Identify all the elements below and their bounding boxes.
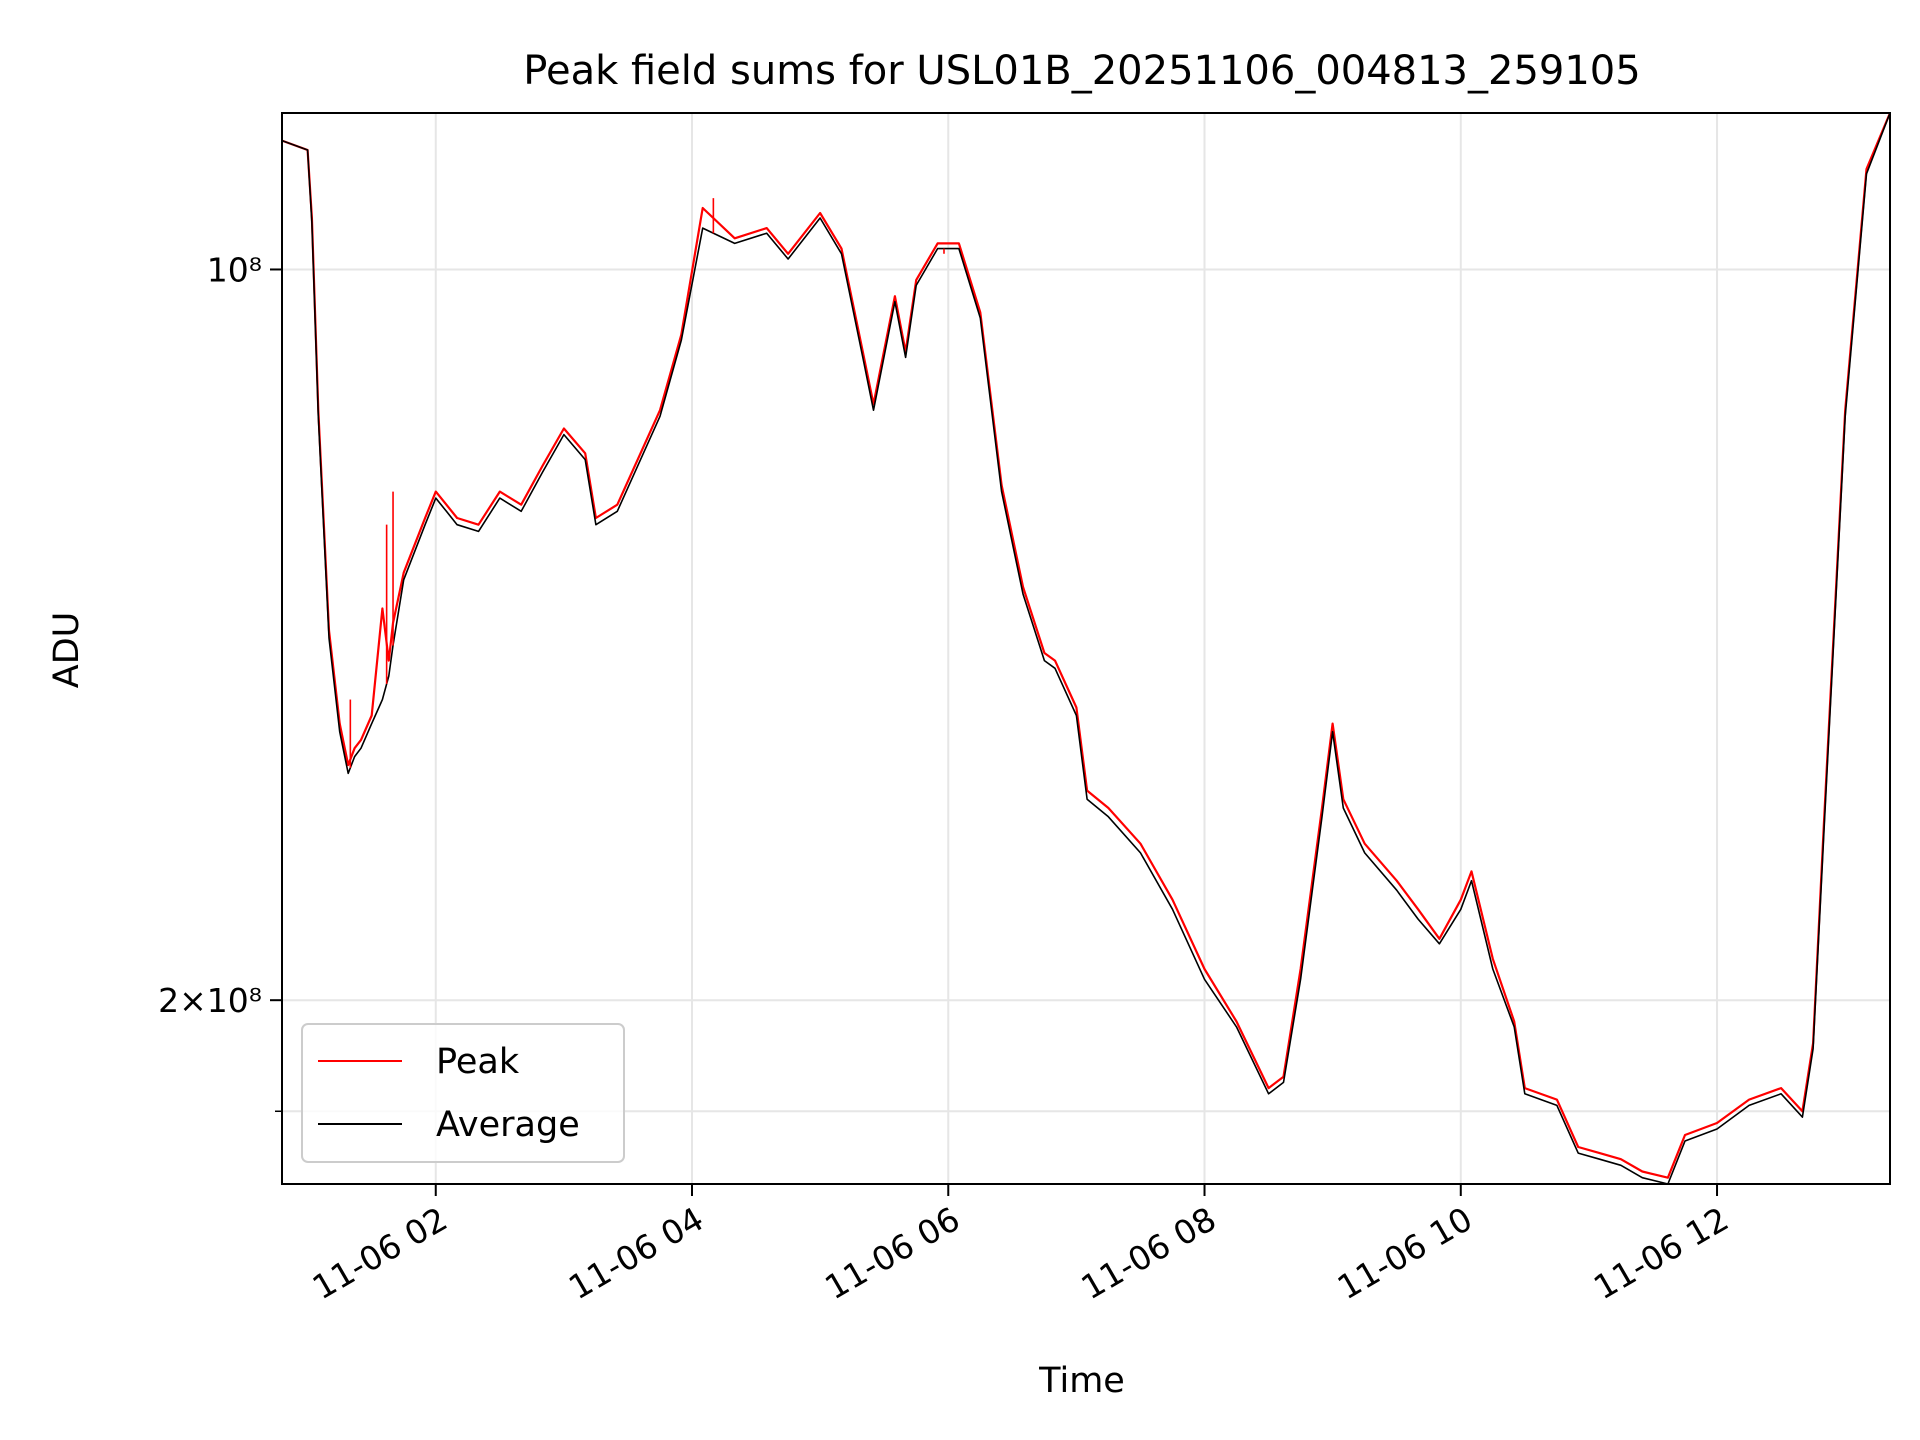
series-line-average bbox=[281, 112, 1891, 1185]
x-axis-label: Time bbox=[1038, 1361, 1125, 1401]
legend-box bbox=[301, 1023, 625, 1163]
y-tick-label: 2×10⁸ bbox=[158, 981, 262, 1020]
y-axis-label: ADU bbox=[47, 612, 87, 689]
y-tick-label: 10⁸ bbox=[207, 250, 262, 289]
legend: Peak Average bbox=[301, 1023, 625, 1163]
plot-frame bbox=[281, 112, 1891, 1185]
plot-series bbox=[281, 112, 1892, 1185]
chart-title: Peak field sums for USL01B_20251106_0048… bbox=[523, 48, 1640, 94]
legend-label-average: Average bbox=[436, 1105, 580, 1145]
legend-label-peak: Peak bbox=[436, 1042, 520, 1082]
